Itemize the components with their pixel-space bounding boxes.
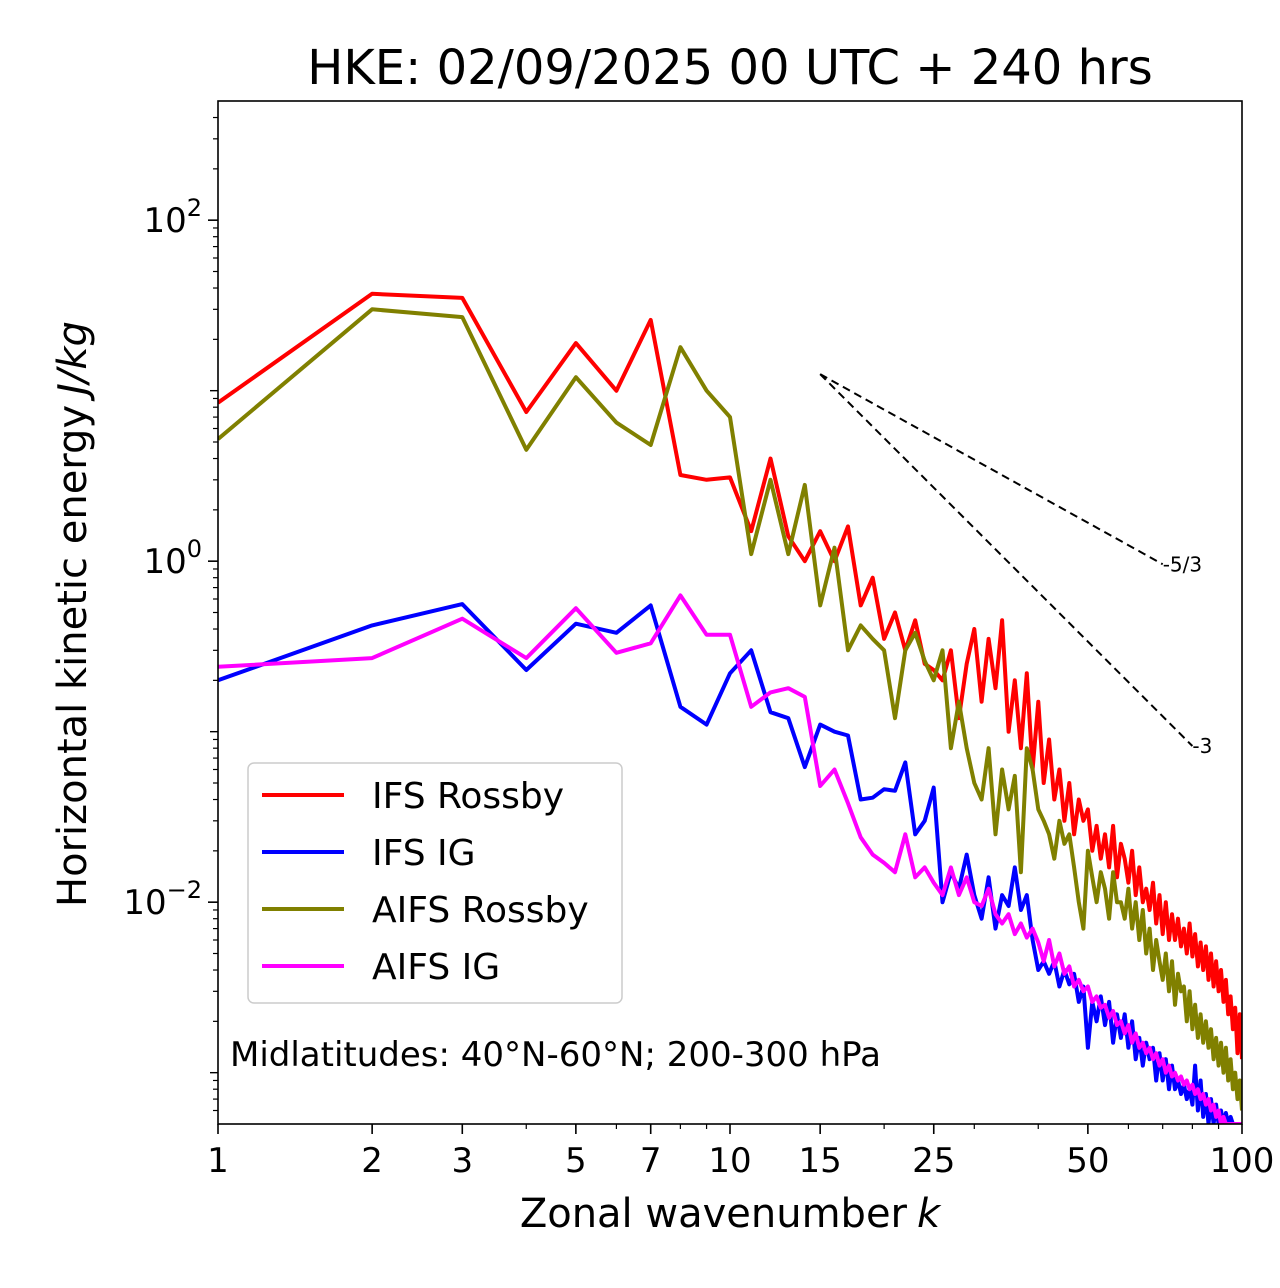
x-tick-label: 3: [451, 1141, 473, 1181]
x-tick-label: 100: [1210, 1141, 1275, 1181]
x-tick-label: 2: [361, 1141, 383, 1181]
legend-label: IFS Rossby: [372, 776, 564, 817]
x-tick-label: 7: [640, 1141, 662, 1181]
slope-line: [819, 373, 1194, 747]
x-tick-label: 1: [207, 1141, 229, 1181]
x-tick-labels: 1 2 3 5 7 10 15 25 50 100: [207, 1141, 1274, 1181]
legend-entries: IFS Rossby IFS IG AIFS Rossby AIFS IG: [262, 776, 589, 988]
x-tick-label: 5: [565, 1141, 587, 1181]
y-axis-label-text: Horizontal kinetic energy: [50, 405, 96, 907]
slope-label: -5/3: [1163, 552, 1202, 576]
legend: IFS Rossby IFS IG AIFS Rossby AIFS IG: [247, 762, 623, 1004]
x-axis-label-text: Zonal wavenumber: [520, 1191, 908, 1237]
legend-label: AIFS Rossby: [372, 890, 589, 931]
series-lines: [218, 291, 1242, 1124]
legend-label: AIFS IG: [372, 947, 500, 988]
x-tick-label: 10: [708, 1141, 751, 1181]
slope-line: [819, 373, 1164, 566]
minor-ticks: [210, 116, 1220, 1129]
series-line: [218, 307, 1242, 1111]
legend-box: [247, 762, 623, 1004]
series-line: [218, 291, 1242, 1060]
y-tick-label: 10−2: [123, 876, 202, 923]
y-axis-label-units: J/kg: [50, 321, 96, 402]
y-tick-label: 100: [143, 535, 202, 582]
legend-label: IFS IG: [372, 833, 476, 874]
x-axis-label-var: k: [917, 1191, 942, 1237]
region-annotation: Midlatitudes: 40°N-60°N; 200-300 hPa: [230, 1035, 881, 1075]
y-tick-labels: 102 100 10−2: [123, 194, 202, 923]
slope-reference-lines: -5/3 -3: [819, 373, 1212, 758]
y-axis-label: Horizontal kinetic energyJ/kg: [50, 321, 96, 907]
x-tick-label: 50: [1066, 1141, 1109, 1181]
chart-title: HKE: 02/09/2025 00 UTC + 240 hrs: [307, 40, 1153, 96]
slope-label: -3: [1192, 734, 1212, 758]
x-axis-label: Zonal wavenumber k: [520, 1191, 942, 1237]
plot-frame: [217, 100, 1243, 1125]
x-tick-label: 15: [799, 1141, 842, 1181]
major-ticks: [208, 219, 1243, 1134]
series-line: [218, 593, 1242, 1124]
y-tick-label: 102: [143, 194, 202, 241]
x-tick-label: 25: [912, 1141, 955, 1181]
